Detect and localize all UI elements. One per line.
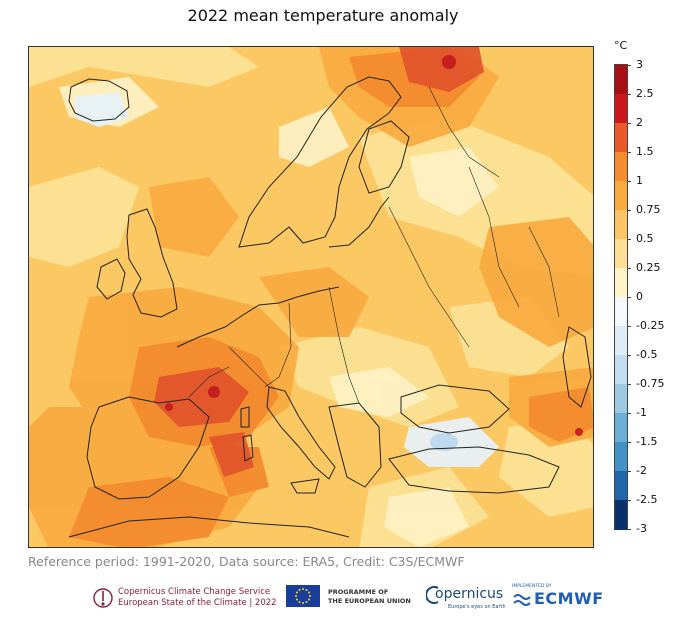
extreme-anomaly-spots bbox=[165, 55, 583, 436]
colorbar-label: -2 bbox=[636, 464, 647, 477]
colorbar-tick bbox=[628, 297, 631, 298]
copernicus-word: opernicus bbox=[435, 586, 504, 602]
c3s-line1: Copernicus Climate Change Service bbox=[118, 587, 271, 597]
colorbar-tick bbox=[628, 181, 631, 182]
colorbar-tick bbox=[628, 326, 631, 327]
colorbar-segment bbox=[615, 268, 627, 298]
colorbar-segment bbox=[615, 384, 627, 414]
colorbar-segment bbox=[615, 239, 627, 269]
colorbar-segment bbox=[615, 355, 627, 385]
colorbar-segment bbox=[615, 181, 627, 211]
colorbar-label: 1 bbox=[636, 174, 643, 187]
colorbar-segment bbox=[615, 65, 627, 95]
eu-line2: THE EUROPEAN UNION bbox=[328, 596, 411, 605]
colorbar-segment bbox=[615, 326, 627, 356]
ecmwf-waves-icon bbox=[513, 594, 531, 606]
colorbar-label: 3 bbox=[636, 58, 643, 71]
colorbar-tick bbox=[628, 384, 631, 385]
map-title: 2022 mean temperature anomaly bbox=[187, 6, 459, 25]
eu-flag-icon bbox=[286, 585, 320, 607]
colorbar-tick bbox=[628, 239, 631, 240]
colorbar-label: -2.5 bbox=[636, 493, 658, 506]
colorbar-label: -1.5 bbox=[636, 435, 658, 448]
reference-note: Reference period: 1991-2020, Data source… bbox=[28, 554, 465, 569]
colorbar-label: -3 bbox=[636, 522, 647, 535]
colorbar-label: 0 bbox=[636, 290, 643, 303]
colorbar-segment bbox=[615, 471, 627, 501]
copernicus-c-icon bbox=[426, 586, 439, 604]
colorbar-tick bbox=[628, 355, 631, 356]
colorbar-tick bbox=[628, 268, 631, 269]
pale-anomaly-regions bbox=[59, 77, 499, 547]
colorbar-segment bbox=[615, 297, 627, 327]
coastlines bbox=[68, 76, 592, 538]
colorbar-tick bbox=[628, 529, 631, 530]
colorbar-tick bbox=[628, 471, 631, 472]
colorbar-segment bbox=[615, 413, 627, 443]
ecmwf-word: ECMWF bbox=[534, 589, 604, 608]
colorbar-segment bbox=[615, 500, 627, 530]
map-canvas bbox=[29, 47, 593, 547]
colorbar-label: -1 bbox=[636, 406, 647, 419]
colorbar-label: -0.5 bbox=[636, 348, 658, 361]
colorbar-segment bbox=[615, 210, 627, 240]
c3s-line2: European State of the Climate | 2022 bbox=[118, 598, 277, 608]
colorbar-label: 2.5 bbox=[636, 87, 654, 100]
colorbar-tick bbox=[628, 123, 631, 124]
colorbar-label: -0.25 bbox=[636, 319, 665, 332]
colorbar-segment bbox=[615, 442, 627, 472]
colorbar bbox=[614, 64, 628, 530]
colorbar-tick bbox=[628, 152, 631, 153]
colorbar-segment bbox=[615, 94, 627, 124]
very-hot-anomaly-regions bbox=[154, 47, 484, 477]
ecmwf-sub: IMPLEMENTED BY bbox=[512, 584, 552, 589]
copernicus-sub: Europe's eyes on Earth bbox=[448, 604, 506, 610]
colorbar-tick bbox=[628, 442, 631, 443]
colorbar-tick bbox=[628, 210, 631, 211]
colorbar-label: 0.5 bbox=[636, 232, 654, 245]
temperature-anomaly-map bbox=[28, 46, 594, 548]
colorbar-tick bbox=[628, 65, 631, 66]
colorbar-unit: °C bbox=[614, 39, 628, 52]
colorbar-segment bbox=[615, 152, 627, 182]
colorbar-tick bbox=[628, 94, 631, 95]
colorbar-label: 1.5 bbox=[636, 145, 654, 158]
colorbar-label: -0.75 bbox=[636, 377, 665, 390]
colorbar-label: 2 bbox=[636, 116, 643, 129]
eu-line1: PROGRAMME OF bbox=[328, 588, 389, 596]
colorbar-label: 0.25 bbox=[636, 261, 661, 274]
cold-anomaly-spots bbox=[430, 433, 458, 451]
colorbar-tick bbox=[628, 500, 631, 501]
colorbar-segment bbox=[615, 123, 627, 153]
c3s-emblem-icon bbox=[93, 588, 113, 608]
colorbar-label: 0.75 bbox=[636, 203, 661, 216]
footer-logos: Copernicus Climate Change Service Europe… bbox=[0, 582, 696, 616]
colorbar-tick bbox=[628, 413, 631, 414]
